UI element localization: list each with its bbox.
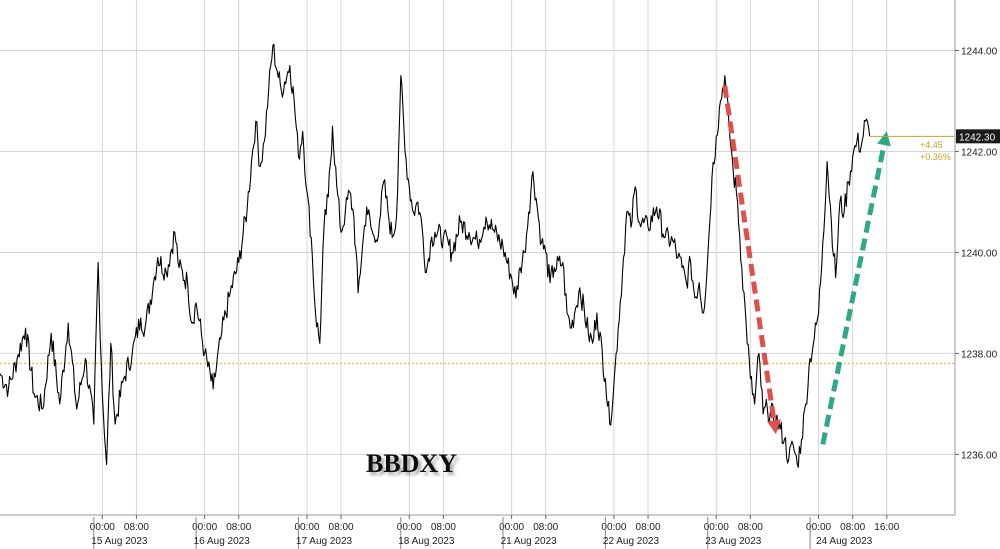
green-up-arrow-head — [877, 131, 891, 147]
x-date-label: 17 Aug 2023 — [296, 536, 353, 547]
chart-title: BBDXY — [366, 449, 457, 478]
x-tick-label: 08:00 — [226, 522, 251, 533]
y-tick-label: 1242.00 — [961, 147, 998, 158]
x-tick-label: 08:00 — [329, 522, 354, 533]
x-date-label: 24 Aug 2023 — [816, 536, 873, 547]
x-tick-label: 00:00 — [90, 522, 115, 533]
x-date-label: 15 Aug 2023 — [91, 536, 148, 547]
x-tick-label: 08:00 — [840, 522, 865, 533]
x-tick-label: 00:00 — [601, 522, 626, 533]
arrow-layer — [722, 85, 891, 445]
y-tick-label: 1238.00 — [961, 349, 998, 360]
x-tick-label: 08:00 — [738, 522, 763, 533]
change-percent-label: +0.36% — [920, 152, 951, 162]
x-date-label: 18 Aug 2023 — [398, 536, 455, 547]
x-tick-label: 00:00 — [192, 522, 217, 533]
change-absolute-label: +4.45 — [920, 140, 943, 150]
series-layer — [0, 43, 871, 468]
y-tick-label: 1236.00 — [961, 450, 998, 461]
last-value-label: 1242.30 — [959, 132, 996, 143]
x-tick-label: 00:00 — [499, 522, 524, 533]
x-tick-label: 08:00 — [533, 522, 558, 533]
y-tick-label: 1244.00 — [961, 46, 998, 57]
x-tick-label: 08:00 — [636, 522, 661, 533]
x-tick-label: 00:00 — [397, 522, 422, 533]
y-tick-label: 1240.00 — [961, 248, 998, 259]
x-date-label: 16 Aug 2023 — [194, 536, 251, 547]
x-tick-label: 08:00 — [124, 522, 149, 533]
x-tick-label: 00:00 — [806, 522, 831, 533]
x-date-label: 21 Aug 2023 — [501, 536, 558, 547]
x-date-label: 22 Aug 2023 — [603, 536, 660, 547]
x-date-label: 23 Aug 2023 — [705, 536, 762, 547]
x-tick-label: 00:00 — [704, 522, 729, 533]
series-line — [0, 43, 871, 468]
green-up-arrow-shaft — [820, 144, 887, 445]
annotation-layer: +4.45 +0.36% — [920, 140, 951, 162]
x-tick-label: 08:00 — [431, 522, 456, 533]
x-tick-label: 16:00 — [874, 522, 899, 533]
red-down-arrow-head — [766, 419, 781, 435]
red-down-arrow-shaft — [722, 85, 777, 421]
last-value-badge — [956, 129, 1000, 144]
x-tick-label: 00:00 — [294, 522, 319, 533]
